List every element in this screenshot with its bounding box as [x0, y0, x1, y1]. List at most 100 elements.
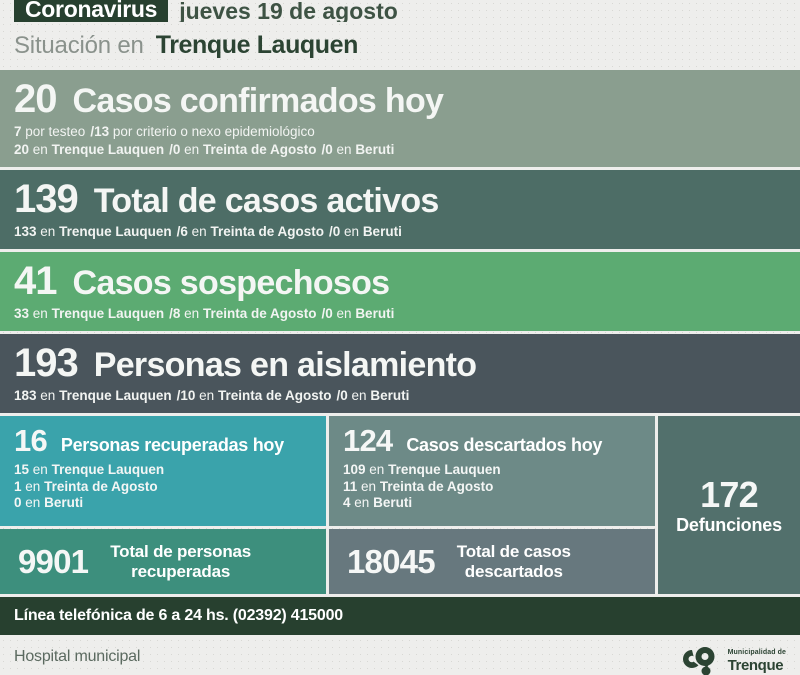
- situation-line: Situación en Trenque Lauquen: [14, 22, 786, 60]
- defunciones-number: 172: [700, 473, 758, 515]
- connector: en: [361, 478, 377, 494]
- loc1-count: 133: [14, 224, 37, 239]
- locality-name: Treinta de Agosto: [379, 478, 494, 494]
- band-number: 41: [14, 259, 57, 303]
- loc3-place: Beruti: [362, 224, 402, 239]
- loc3-place: Beruti: [355, 142, 395, 157]
- total-label-line1: Total de personas: [110, 541, 252, 561]
- coronavirus-badge: Coronavirus: [14, 0, 169, 22]
- panel-title: Personas recuperadas hoy: [60, 435, 284, 455]
- connector-3: en: [336, 142, 352, 157]
- panel-casos-descartados-hoy: 124 Casos descartados hoy 109 en Trenque…: [329, 416, 655, 526]
- band-breakdown-localidades: 133 en Trenque Lauquen/6 en Treinta de A…: [14, 223, 786, 240]
- panel-locality-3: 0 en Beruti: [14, 495, 314, 512]
- band-title: Casos confirmados hoy: [72, 82, 444, 120]
- total-number: 18045: [347, 542, 436, 580]
- band-total-casos-activos: 139 Total de casos activos 133 en Trenqu…: [0, 170, 800, 249]
- loc3-count: 0: [340, 388, 348, 403]
- connector: en: [369, 462, 385, 477]
- total-label: Total de casos descartados: [457, 542, 571, 582]
- panel-head: 124 Casos descartados hoy: [343, 423, 643, 462]
- locality-name: Beruti: [373, 495, 413, 510]
- band-head: 41 Casos sospechosos: [14, 260, 786, 304]
- municipality-logo-text: Municipalidad de Trenque: [728, 649, 786, 673]
- loc2-place: Treinta de Agosto: [202, 142, 317, 157]
- connector-1: en: [32, 306, 48, 321]
- panel-top-row: 16 Personas recuperadas hoy 15 en Trenqu…: [0, 416, 655, 526]
- criterio-count: 13: [94, 124, 110, 139]
- panel-locality-3: 4 en Beruti: [343, 495, 643, 512]
- locality-count: 15: [14, 462, 30, 477]
- band-breakdown-localidades: 183 en Trenque Lauquen/10 en Treinta de …: [14, 387, 786, 404]
- criterio-text: por criterio o nexo epidemiológico: [109, 124, 315, 139]
- connector: en: [32, 462, 48, 477]
- loc2-count: 10: [180, 388, 196, 403]
- slash-2: /: [321, 306, 326, 321]
- loc3-place: Beruti: [355, 306, 395, 321]
- panel-locality-1: 109 en Trenque Lauquen: [343, 462, 643, 479]
- logo-subtitle: Municipalidad de: [727, 648, 786, 656]
- connector-3: en: [344, 224, 360, 239]
- panel-number: 16: [14, 423, 48, 458]
- connector-2: en: [199, 388, 215, 403]
- loc2-count: 0: [172, 142, 181, 157]
- band-breakdown-localidades: 20 en Trenque Lauquen/0 en Treinta de Ag…: [14, 141, 786, 158]
- panel-locality-1: 15 en Trenque Lauquen: [14, 462, 314, 479]
- total-label-line1: Total de casos: [456, 541, 571, 561]
- loc1-count: 20: [14, 142, 30, 157]
- loc3-count: 0: [332, 224, 341, 239]
- panel-title: Casos descartados hoy: [406, 435, 603, 455]
- panel-total-casos-descartados: 18045 Total de casos descartados: [329, 529, 655, 594]
- loc2-place: Treinta de Agosto: [202, 306, 317, 321]
- situation-place: Trenque Lauquen: [155, 31, 359, 59]
- connector: en: [354, 495, 370, 510]
- panel-head: 16 Personas recuperadas hoy: [14, 423, 314, 462]
- loc1-count: 33: [14, 306, 30, 321]
- locality-name: Trenque Lauquen: [51, 462, 165, 477]
- band-breakdown-testeo: 7 por testeo /13 por criterio o nexo epid…: [14, 123, 786, 140]
- slash-1: /: [169, 306, 173, 321]
- testeo-count: 7: [14, 124, 22, 139]
- panel-number: 124: [343, 423, 393, 458]
- locality-name: Trenque Lauquen: [388, 462, 501, 477]
- band-title: Total de casos activos: [93, 182, 440, 220]
- page-header: Coronavirus jueves 19 de agosto Situació…: [0, 0, 800, 70]
- slash-2: /: [336, 388, 341, 403]
- band-number: 139: [14, 177, 79, 221]
- slash-2: /: [328, 224, 333, 239]
- panel-left-column: 16 Personas recuperadas hoy 15 en Trenqu…: [0, 416, 655, 594]
- total-number: 9901: [18, 542, 89, 580]
- loc1-place: Trenque Lauquen: [51, 142, 165, 157]
- band-title: Casos sospechosos: [72, 264, 391, 302]
- band-casos-confirmados-hoy: 20 Casos confirmados hoy 7 por testeo/13…: [0, 70, 800, 167]
- panel-defunciones: 172 Defunciones: [658, 416, 800, 594]
- total-label: Total de personas recuperadas: [110, 542, 251, 582]
- band-head: 139 Total de casos activos: [14, 178, 786, 222]
- slash-1: /: [90, 124, 95, 139]
- loc2-count: 8: [172, 306, 181, 321]
- locality-count: 11: [343, 478, 358, 494]
- loc1-place: Trenque Lauquen: [59, 224, 172, 239]
- header-topline: Coronavirus jueves 19 de agosto: [14, 0, 786, 22]
- situation-label: Situación en: [14, 32, 144, 59]
- locality-count: 109: [343, 462, 366, 477]
- slash-3: /: [321, 142, 326, 157]
- locality-count: 1: [14, 478, 22, 494]
- band-head: 20 Casos confirmados hoy: [14, 78, 786, 122]
- report-date: jueves 19 de agosto: [179, 0, 398, 22]
- panel-personas-recuperadas-hoy: 16 Personas recuperadas hoy 15 en Trenqu…: [0, 416, 326, 526]
- loc2-place: Treinta de Agosto: [210, 224, 324, 239]
- connector: en: [25, 495, 41, 510]
- band-number: 20: [14, 77, 57, 121]
- connector-1: en: [32, 142, 48, 157]
- band-title: Personas en aislamiento: [93, 346, 477, 384]
- municipality-logo-icon: [682, 646, 715, 675]
- band-head: 193 Personas en aislamiento: [14, 342, 786, 386]
- locality-name: Beruti: [44, 495, 84, 510]
- slash-2: /: [169, 142, 173, 157]
- connector-3: en: [351, 388, 367, 403]
- band-breakdown-localidades: 33 en Trenque Lauquen/8 en Treinta de Ag…: [14, 305, 786, 322]
- loc2-count: 6: [180, 224, 188, 239]
- slash-1: /: [176, 388, 181, 403]
- loc3-count: 0: [325, 306, 333, 321]
